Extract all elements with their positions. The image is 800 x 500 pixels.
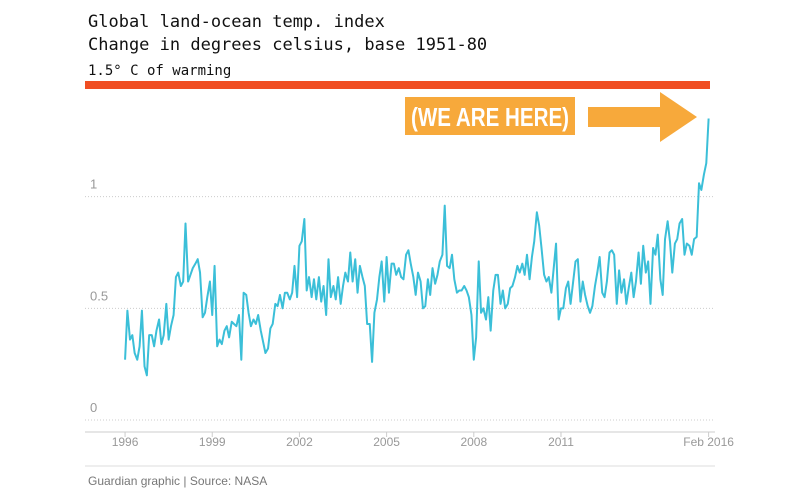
- x-tick-label: 2008: [460, 435, 487, 449]
- x-tick-label: 2005: [373, 435, 400, 449]
- data-line: [124, 118, 710, 377]
- y-tick-label: 0: [90, 400, 97, 415]
- y-tick-label: 1: [90, 177, 97, 192]
- x-tick-label: Feb 2016: [683, 435, 734, 449]
- y-tick-label: 0.5: [90, 288, 108, 303]
- annotation-box: [405, 97, 575, 135]
- x-tick-label: 1999: [199, 435, 226, 449]
- x-tick-label: 2002: [286, 435, 313, 449]
- chart-subtitle: Change in degrees celsius, base 1951-80: [88, 35, 487, 55]
- annotation: (WE ARE HERE): [411, 102, 569, 132]
- annotation-arrow: [588, 92, 697, 142]
- source: Guardian graphic | Source: NASA: [88, 474, 267, 488]
- x-tick-label: 1996: [112, 435, 139, 449]
- chart-title: Global land-ocean temp. index: [88, 12, 385, 32]
- threshold-label: 1.5° C of warming: [88, 63, 231, 79]
- x-tick-label: 2011: [548, 435, 574, 449]
